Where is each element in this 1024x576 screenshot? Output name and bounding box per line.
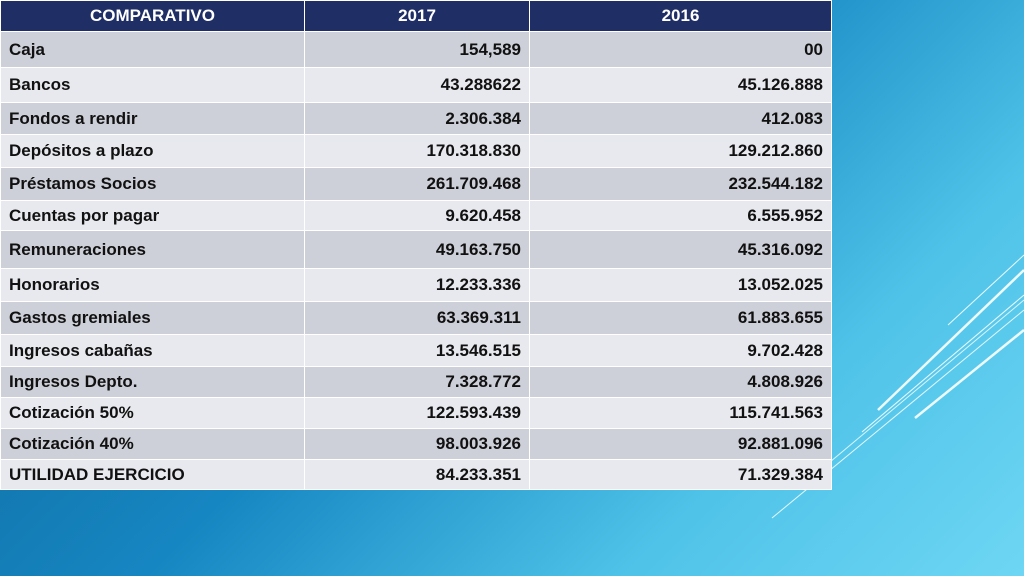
- header-2016: 2016: [529, 0, 832, 32]
- row-label: Gastos gremiales: [0, 301, 305, 335]
- row-label: Fondos a rendir: [0, 102, 305, 135]
- row-label: Cuentas por pagar: [0, 200, 305, 231]
- value-2016: 232.544.182: [529, 167, 832, 201]
- value-2017: 2.306.384: [304, 102, 530, 135]
- row-label: Bancos: [0, 67, 305, 103]
- row-label: Ingresos cabañas: [0, 334, 305, 367]
- value-2017: 154,589: [304, 31, 530, 68]
- table-header-row: COMPARATIVO 2017 2016: [0, 0, 832, 32]
- value-2017: 170.318.830: [304, 134, 530, 168]
- table-row: UTILIDAD EJERCICIO 84.233.351 71.329.384: [0, 459, 832, 490]
- value-2016: 412.083: [529, 102, 832, 135]
- value-2016: 92.881.096: [529, 428, 832, 460]
- value-2016: 4.808.926: [529, 366, 832, 398]
- row-label: Caja: [0, 31, 305, 68]
- table-row: Fondos a rendir 2.306.384 412.083: [0, 102, 832, 135]
- table-row: Bancos 43.288622 45.126.888: [0, 67, 832, 103]
- table-row: Gastos gremiales 63.369.311 61.883.655: [0, 301, 832, 335]
- value-2017: 49.163.750: [304, 230, 530, 269]
- row-label: Remuneraciones: [0, 230, 305, 269]
- value-2016: 71.329.384: [529, 459, 832, 490]
- row-label: Cotización 50%: [0, 397, 305, 429]
- value-2017: 122.593.439: [304, 397, 530, 429]
- table-row: Cotización 50% 122.593.439 115.741.563: [0, 397, 832, 429]
- row-label: UTILIDAD EJERCICIO: [0, 459, 305, 490]
- table-row: Depósitos a plazo 170.318.830 129.212.860: [0, 134, 832, 168]
- value-2017: 9.620.458: [304, 200, 530, 231]
- table-row: Ingresos Depto. 7.328.772 4.808.926: [0, 366, 832, 398]
- comparison-table: COMPARATIVO 2017 2016 Caja 154,589 00 Banco…: [0, 0, 832, 490]
- value-2017: 63.369.311: [304, 301, 530, 335]
- header-2017: 2017: [304, 0, 530, 32]
- table-row: Remuneraciones 49.163.750 45.316.092: [0, 230, 832, 269]
- value-2016: 129.212.860: [529, 134, 832, 168]
- comparison-table-container: COMPARATIVO 2017 2016 Caja 154,589 00 Banco…: [0, 0, 832, 490]
- table-row: Honorarios 12.233.336 13.052.025: [0, 268, 832, 302]
- table-row: Cuentas por pagar 9.620.458 6.555.952: [0, 200, 832, 231]
- row-label: Cotización 40%: [0, 428, 305, 460]
- value-2017: 84.233.351: [304, 459, 530, 490]
- value-2016: 61.883.655: [529, 301, 832, 335]
- table-row: Caja 154,589 00: [0, 31, 832, 68]
- table-row: Ingresos cabañas 13.546.515 9.702.428: [0, 334, 832, 367]
- value-2017: 12.233.336: [304, 268, 530, 302]
- table-row: Cotización 40% 98.003.926 92.881.096: [0, 428, 832, 460]
- value-2016: 00: [529, 31, 832, 68]
- value-2017: 98.003.926: [304, 428, 530, 460]
- value-2016: 13.052.025: [529, 268, 832, 302]
- row-label: Honorarios: [0, 268, 305, 302]
- value-2017: 13.546.515: [304, 334, 530, 367]
- value-2016: 45.316.092: [529, 230, 832, 269]
- row-label: Depósitos a plazo: [0, 134, 305, 168]
- value-2016: 6.555.952: [529, 200, 832, 231]
- value-2017: 261.709.468: [304, 167, 530, 201]
- table-row: Préstamos Socios 261.709.468 232.544.182: [0, 167, 832, 201]
- value-2016: 45.126.888: [529, 67, 832, 103]
- header-comparativo: COMPARATIVO: [0, 0, 305, 32]
- row-label: Préstamos Socios: [0, 167, 305, 201]
- row-label: Ingresos Depto.: [0, 366, 305, 398]
- value-2016: 115.741.563: [529, 397, 832, 429]
- value-2017: 43.288622: [304, 67, 530, 103]
- value-2017: 7.328.772: [304, 366, 530, 398]
- value-2016: 9.702.428: [529, 334, 832, 367]
